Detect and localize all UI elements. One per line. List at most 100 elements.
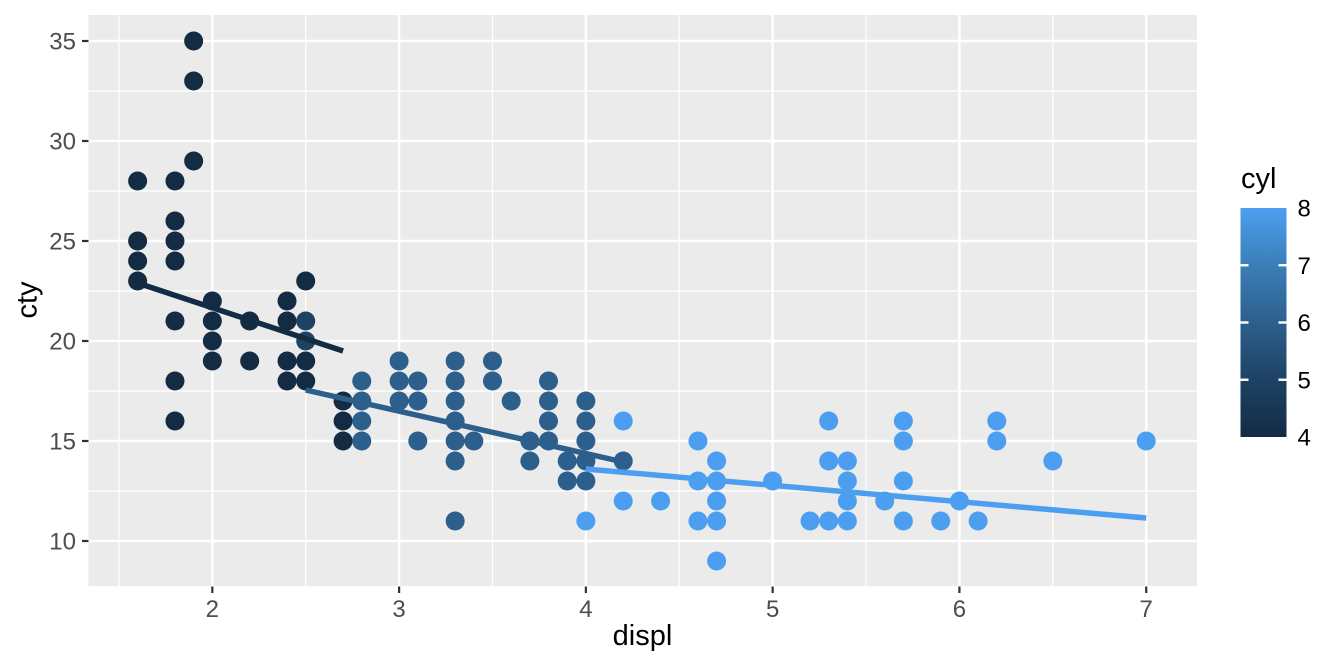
data-point [333, 431, 353, 451]
y-axis-tick-label: 25 [49, 229, 76, 256]
legend-label: 6 [1298, 310, 1311, 337]
data-point [445, 511, 465, 531]
data-point [520, 451, 540, 471]
data-point [837, 451, 857, 471]
trend-line [305, 387, 624, 465]
data-point [613, 491, 633, 511]
x-axis-tick-label: 3 [392, 596, 405, 623]
plot-panel [88, 15, 1197, 586]
data-point [277, 291, 297, 311]
x-axis-tick-label: 5 [766, 596, 779, 623]
data-point [408, 371, 428, 391]
data-point [128, 231, 148, 251]
data-point [128, 171, 148, 191]
data-point [352, 371, 372, 391]
data-point [800, 511, 820, 531]
data-point [333, 411, 353, 431]
data-point [707, 511, 727, 531]
data-point [128, 251, 148, 271]
data-point [352, 431, 372, 451]
data-point [165, 251, 185, 271]
data-point [389, 351, 409, 371]
trend-line [585, 466, 1147, 521]
data-point [389, 391, 409, 411]
data-point [819, 451, 839, 471]
data-point [202, 311, 222, 331]
data-point [389, 371, 409, 391]
data-point [202, 351, 222, 371]
y-axis-tick-label: 35 [49, 29, 76, 56]
data-point [165, 171, 185, 191]
data-point [968, 511, 988, 531]
data-point [445, 351, 465, 371]
data-point [539, 371, 559, 391]
data-point [893, 411, 913, 431]
data-point [165, 371, 185, 391]
data-point [539, 391, 559, 411]
data-point [165, 311, 185, 331]
data-point [445, 431, 465, 451]
data-point [651, 491, 671, 511]
data-point [445, 371, 465, 391]
x-axis-tick-label: 2 [206, 596, 219, 623]
data-point [445, 391, 465, 411]
data-point [837, 511, 857, 531]
data-point [893, 471, 913, 491]
data-point [296, 371, 316, 391]
data-point [931, 511, 951, 531]
data-point [707, 451, 727, 471]
data-point [277, 371, 297, 391]
data-point [445, 451, 465, 471]
data-point [464, 431, 484, 451]
data-point [688, 511, 708, 531]
data-point [837, 491, 857, 511]
data-point [165, 211, 185, 231]
legend-label: 5 [1298, 367, 1311, 394]
data-point [576, 471, 596, 491]
data-point [576, 511, 596, 531]
data-point [893, 431, 913, 451]
data-point [202, 331, 222, 351]
data-point [688, 431, 708, 451]
data-point [277, 311, 297, 331]
y-axis-tick-label: 10 [49, 529, 76, 556]
data-point [1136, 431, 1156, 451]
data-point [482, 351, 502, 371]
data-point [184, 31, 204, 51]
data-point [987, 431, 1007, 451]
data-point [893, 511, 913, 531]
x-axis-title: displ [612, 620, 673, 652]
x-axis-tick-label: 7 [1140, 596, 1153, 623]
data-point [501, 391, 521, 411]
legend-label: 8 [1298, 196, 1311, 223]
data-point [165, 411, 185, 431]
data-point [1043, 451, 1063, 471]
y-axis-tick-label: 15 [49, 429, 76, 456]
legend-title: cyl [1241, 163, 1277, 195]
data-point [277, 351, 297, 371]
legend-label: 7 [1298, 253, 1311, 280]
data-point [557, 471, 577, 491]
data-point [296, 351, 316, 371]
data-point [576, 391, 596, 411]
data-point [707, 551, 727, 571]
data-point [576, 431, 596, 451]
x-axis-tick-label: 4 [579, 596, 592, 623]
data-point [408, 431, 428, 451]
data-point [987, 411, 1007, 431]
data-point [557, 451, 577, 471]
data-point [165, 231, 185, 251]
data-point [613, 411, 633, 431]
data-point [296, 311, 316, 331]
data-point [296, 271, 316, 291]
data-point [482, 371, 502, 391]
trend-line [136, 280, 344, 354]
x-axis-tick-label: 6 [953, 596, 966, 623]
y-axis-tick-label: 20 [49, 329, 76, 356]
data-point [352, 411, 372, 431]
data-point [184, 151, 204, 171]
data-point [819, 411, 839, 431]
y-axis-title: cty [11, 281, 44, 319]
